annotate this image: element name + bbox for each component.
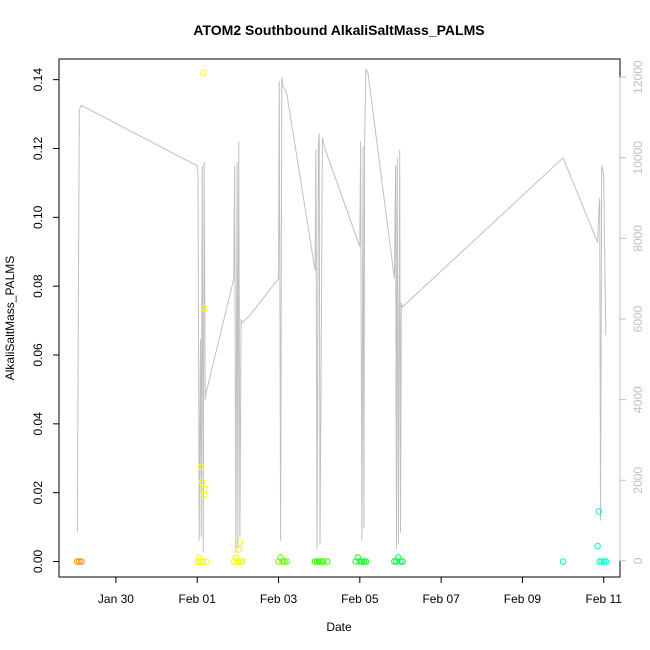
data-point	[277, 554, 284, 561]
x-tick-label: Jan 30	[98, 592, 134, 606]
data-point	[283, 558, 291, 565]
x-tick-label: Feb 11	[586, 592, 623, 606]
data-point	[598, 558, 606, 565]
y-tick-label: 0.02	[31, 481, 45, 505]
x-axis-label: Date	[326, 620, 352, 634]
data-point	[397, 558, 404, 565]
data-point	[239, 558, 246, 565]
data-point	[602, 558, 610, 565]
data-point	[198, 463, 205, 471]
y-tick-label: 0.12	[31, 136, 45, 160]
data-point	[74, 558, 81, 565]
data-point	[595, 508, 603, 515]
line-series	[76, 68, 607, 553]
data-point	[354, 554, 362, 561]
y-axis-label: AlkaliSaltMass_PALMS	[3, 256, 17, 381]
data-point	[232, 554, 240, 562]
y-right-tick-label: 12000	[631, 60, 645, 94]
scatter-points	[74, 69, 610, 565]
y-right-tick-label: 6000	[631, 305, 645, 332]
plot-frame	[58, 58, 621, 578]
data-point	[230, 558, 238, 565]
y-tick-label: 0.06	[31, 343, 45, 367]
data-point	[362, 558, 370, 565]
y-right-tick-label: 10000	[631, 141, 645, 175]
data-point	[202, 558, 210, 565]
data-point	[202, 485, 209, 493]
data-point	[200, 491, 208, 498]
data-point	[279, 558, 286, 565]
x-tick-label: Feb 03	[260, 592, 298, 606]
data-point	[559, 558, 567, 565]
y-tick-label: 0.08	[31, 274, 45, 298]
y-tick-label: 0.14	[31, 68, 45, 92]
data-point	[201, 305, 208, 312]
y-right-tick-label: 8000	[631, 225, 645, 252]
data-point	[319, 558, 327, 565]
data-point	[399, 558, 406, 565]
data-point	[324, 558, 331, 565]
y-tick-label: 0.10	[31, 205, 45, 229]
y-right-tick-label: 0	[631, 557, 645, 564]
x-tick-label: Feb 09	[504, 592, 542, 606]
y-tick-label: 0.04	[31, 412, 45, 436]
y-axis-right: 0 2000 4000 6000 8000 10000 12000	[619, 60, 645, 564]
x-tick-label: Feb 05	[341, 592, 379, 606]
data-point	[594, 542, 601, 550]
y-right-tick-label: 4000	[631, 386, 645, 413]
data-point	[199, 558, 207, 565]
data-point	[194, 558, 202, 565]
data-point	[234, 558, 242, 565]
data-point	[76, 558, 83, 565]
data-point	[200, 69, 207, 77]
data-point	[198, 479, 206, 486]
x-tick-label: Feb 07	[422, 592, 460, 606]
y-right-tick-label: 2000	[631, 467, 645, 494]
x-axis: Jan 30 Feb 01 Feb 03 Feb 05 Feb 07 Feb 09 Feb …	[98, 576, 623, 606]
data-point	[281, 558, 288, 565]
chart-title: ATOM2 Southbound AlkaliSaltMass_PALMS	[193, 22, 484, 38]
data-point	[236, 539, 244, 546]
data-point	[195, 554, 203, 562]
data-point	[78, 558, 85, 565]
y-tick-label: 0.00	[31, 550, 45, 574]
y-axis-left: 0.00 0.02 0.04 0.06 0.08 0.10 0.12 0.14	[31, 68, 60, 574]
data-point	[315, 558, 323, 565]
x-tick-label: Feb 01	[179, 592, 217, 606]
data-point	[358, 558, 366, 565]
data-point	[360, 558, 368, 565]
data-point	[600, 558, 608, 565]
data-point	[235, 546, 242, 553]
line-series-path	[76, 68, 607, 553]
